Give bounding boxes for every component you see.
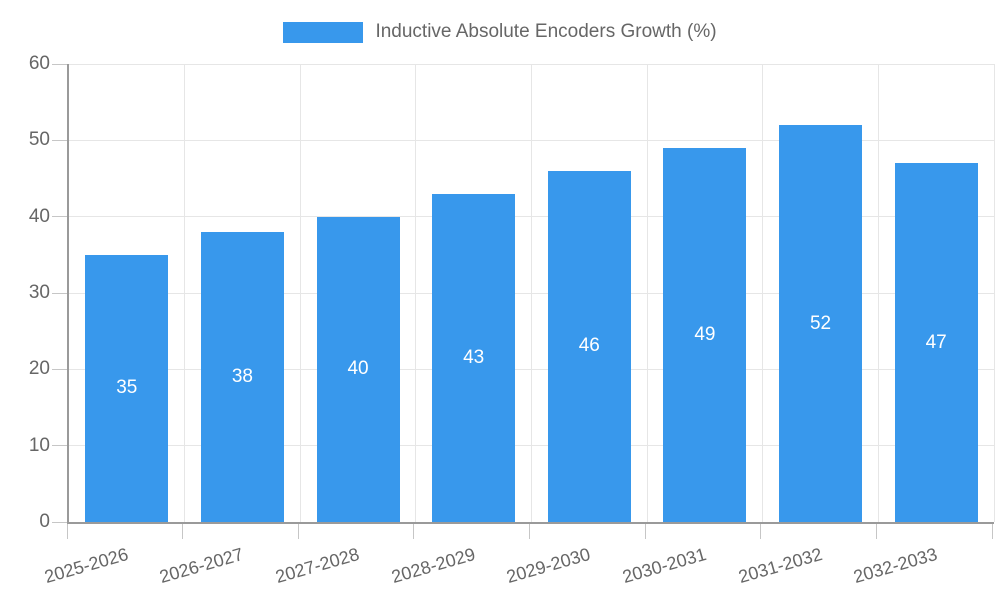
x-axis: 2025-2026 2026-2027 2027-2028 2028-2029 2029…: [42, 524, 993, 600]
y-tick-label: 0: [39, 511, 50, 532]
bar-value-label: 38: [231, 365, 253, 387]
y-tick-label: 10: [28, 434, 50, 456]
plot-area: 35 38 40 43 46 49 52 47: [67, 63, 995, 524]
y-axis: 0 10 20 30 40 50 60: [0, 53, 67, 532]
bar: 43: [432, 193, 516, 522]
bar-value-label: 52: [809, 312, 832, 334]
bar-value-label: 47: [925, 331, 947, 353]
bar: 52: [779, 125, 863, 522]
x-tick-mark: [529, 524, 530, 539]
legend-label: Inductive Absolute Encoders Growth (%): [375, 21, 717, 42]
gridline-vertical: [531, 64, 532, 522]
y-tick-mark: [52, 368, 67, 370]
gridline-vertical: [762, 64, 764, 522]
x-tick-mark: [297, 524, 299, 539]
gridline-vertical: [646, 64, 648, 522]
legend: Inductive Absolute Encoders Growth (%): [0, 21, 1000, 43]
y-tick-mark: [52, 445, 67, 447]
y-tick-label: 50: [28, 129, 50, 151]
legend-swatch: [283, 21, 364, 43]
y-tick-label: 40: [28, 205, 50, 227]
x-tick-mark: [644, 524, 646, 539]
y-tick-mark: [52, 521, 67, 523]
y-tick-mark: [52, 139, 67, 141]
x-tick-mark: [182, 524, 184, 539]
bar: 35: [85, 254, 169, 522]
bar-value-label: 40: [347, 358, 369, 380]
gridline-vertical: [877, 64, 879, 522]
x-tick-mark: [991, 524, 993, 539]
x-tick-mark: [413, 524, 415, 539]
bar-value-label: 43: [463, 346, 485, 368]
bar: 46: [547, 170, 631, 522]
bar: 38: [200, 231, 284, 522]
y-tick-mark: [52, 63, 67, 65]
gridline-vertical: [184, 64, 186, 522]
y-tick-label: 60: [28, 53, 50, 74]
bar: 49: [663, 147, 747, 522]
bar-value-label: 49: [694, 323, 716, 345]
bar: 47: [894, 163, 978, 522]
y-tick-mark: [52, 216, 67, 218]
y-tick-label: 30: [28, 282, 50, 303]
x-tick-mark: [66, 524, 68, 539]
bar-value-label: 35: [116, 377, 138, 399]
gridline-vertical: [993, 64, 995, 522]
bar: 40: [316, 216, 400, 522]
y-tick-mark: [52, 292, 67, 294]
y-tick-label: 20: [28, 358, 50, 380]
gridline-vertical: [299, 64, 301, 522]
x-tick-mark: [875, 524, 877, 539]
bar-value-label: 46: [578, 335, 600, 357]
x-tick-mark: [760, 524, 762, 539]
gridline-vertical: [415, 64, 417, 522]
